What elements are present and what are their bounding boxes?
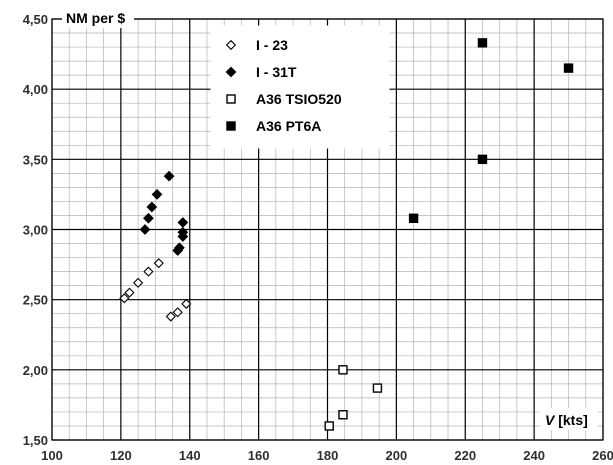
y-tick-label: 1,50 <box>23 433 48 448</box>
data-point-square-filled <box>563 63 574 73</box>
y-tick-label: 3,00 <box>23 223 48 238</box>
y-tick-labels: 1,50 2,00 2,50 3,00 3,50 4,00 4,50 <box>23 12 48 448</box>
y-tick-label: 4,00 <box>23 82 48 97</box>
x-tick-label: 200 <box>386 448 408 463</box>
y-axis-title: NM per $ <box>66 10 125 26</box>
y-tick-label: 2,00 <box>23 363 48 378</box>
data-point-diamond-open <box>181 298 192 309</box>
x-tick-label: 260 <box>592 448 613 463</box>
plot-border <box>51 18 604 441</box>
data-point-diamond-filled <box>174 242 185 254</box>
data-point-diamond-filled <box>151 189 163 200</box>
x-tick-label: 100 <box>41 448 63 463</box>
data-point-diamond-open <box>143 266 154 277</box>
legend-label: A36 TSIO520 <box>256 91 342 107</box>
data-point-square-filled <box>477 38 488 48</box>
data-point-diamond-open <box>133 277 144 288</box>
data-point-diamond-filled <box>177 226 189 238</box>
data-point-diamond-open <box>172 307 183 318</box>
legend-label: A36 PT6A <box>256 118 321 134</box>
data-point-diamond-filled <box>139 224 151 235</box>
data-point-diamond-open <box>153 258 164 269</box>
x-tick-label: 120 <box>110 448 132 463</box>
data-point-square-open <box>372 383 383 393</box>
legend-marker-square-filled <box>226 121 236 131</box>
legend: I - 23 I - 31T A36 TSIO520 A36 PT6A <box>210 25 390 149</box>
x-tick-label: 180 <box>317 448 339 463</box>
x-tick-label: 140 <box>179 448 201 463</box>
y-axis-title-background <box>62 8 134 28</box>
y-tick-label: 2,50 <box>23 293 48 308</box>
data-point-diamond-filled <box>163 170 175 182</box>
data-points <box>119 38 574 431</box>
x-axis-title: V [kts] <box>545 412 588 428</box>
legend-marker-diamond-filled <box>225 66 237 78</box>
data-point-square-filled <box>408 213 419 223</box>
legend-marker-diamond-open <box>225 39 237 51</box>
x-tick-label: 240 <box>523 448 545 463</box>
data-point-square-open <box>324 421 334 431</box>
legend-label: I - 31T <box>256 64 297 80</box>
data-point-square-open <box>338 365 348 375</box>
data-point-square-filled <box>477 154 488 165</box>
x-tick-label: 220 <box>454 448 476 463</box>
data-point-diamond-open <box>124 287 135 298</box>
data-point-diamond-open <box>165 311 176 322</box>
data-point-diamond-filled <box>177 217 189 228</box>
legend-marker-square-open <box>226 94 236 104</box>
x-axis-title-background <box>540 408 598 430</box>
y-tick-label: 4,50 <box>23 12 48 27</box>
data-point-diamond-filled <box>146 201 158 213</box>
x-tick-label: 160 <box>248 448 270 463</box>
legend-background <box>210 25 390 149</box>
data-point-diamond-filled <box>143 212 154 224</box>
y-tick-label: 3,50 <box>23 152 48 167</box>
x-tick-labels: 100 120 140 160 180 200 220 240 260 <box>41 448 613 463</box>
data-point-diamond-open <box>119 293 130 304</box>
data-point-square-open <box>338 410 348 420</box>
legend-label: I - 23 <box>256 37 288 53</box>
